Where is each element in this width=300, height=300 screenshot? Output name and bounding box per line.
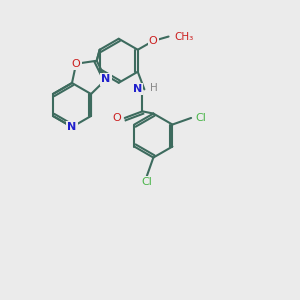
Text: Cl: Cl xyxy=(195,113,206,123)
Text: Cl: Cl xyxy=(141,177,152,187)
Text: O: O xyxy=(72,59,80,69)
Text: O: O xyxy=(149,36,158,46)
Text: H: H xyxy=(150,83,158,93)
Text: N: N xyxy=(101,74,111,84)
Text: N: N xyxy=(133,84,142,94)
Text: N: N xyxy=(68,122,76,132)
Text: O: O xyxy=(112,113,121,123)
Text: CH₃: CH₃ xyxy=(175,32,194,42)
